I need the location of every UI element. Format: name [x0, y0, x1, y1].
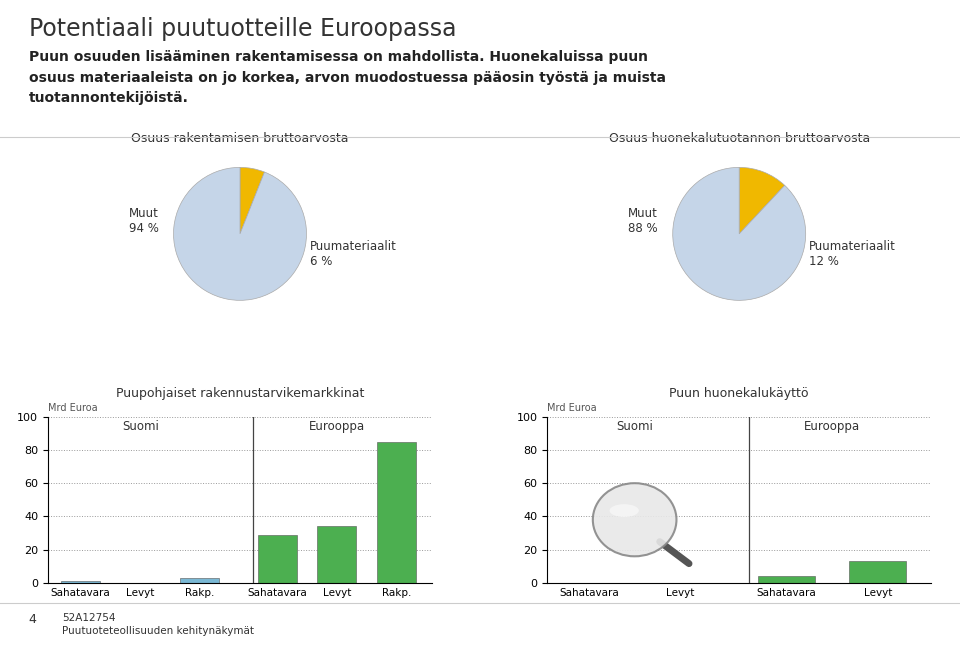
- Title: Puupohjaiset rakennustarvikemarkkinat: Puupohjaiset rakennustarvikemarkkinat: [116, 387, 364, 400]
- Text: Puun osuuden lisääminen rakentamisessa on mahdollista. Huonekaluissa puun
osuus : Puun osuuden lisääminen rakentamisessa o…: [29, 50, 666, 105]
- Bar: [61, 582, 100, 583]
- Text: Puumateriaalit
6 %: Puumateriaalit 6 %: [310, 240, 396, 268]
- Bar: [758, 576, 815, 583]
- Title: Puun huonekalukäyttö: Puun huonekalukäyttö: [669, 387, 809, 400]
- Title: Osuus rakentamisen bruttoarvosta: Osuus rakentamisen bruttoarvosta: [132, 133, 348, 145]
- Text: Puumateriaalit
12 %: Puumateriaalit 12 %: [809, 240, 896, 268]
- Wedge shape: [739, 168, 784, 234]
- Text: Mrd Euroa: Mrd Euroa: [547, 403, 597, 413]
- Ellipse shape: [610, 505, 638, 517]
- Text: 52A12754: 52A12754: [62, 613, 116, 623]
- Text: Eurooppa: Eurooppa: [309, 420, 365, 433]
- Text: Eurooppa: Eurooppa: [804, 420, 860, 433]
- Wedge shape: [174, 168, 306, 300]
- Text: 4: 4: [29, 613, 36, 626]
- Text: Suomi: Suomi: [122, 420, 158, 433]
- Title: Osuus huonekalutuotannon bruttoarvosta: Osuus huonekalutuotannon bruttoarvosta: [609, 133, 870, 145]
- Bar: [318, 527, 356, 583]
- Bar: [850, 561, 906, 583]
- Text: Muut
88 %: Muut 88 %: [628, 206, 658, 234]
- Ellipse shape: [593, 483, 677, 556]
- Bar: [258, 535, 297, 583]
- Text: Puutuoteteollisuuden kehitynäkymät: Puutuoteteollisuuden kehitynäkymät: [62, 626, 254, 636]
- Text: Potentiaali puutuotteille Euroopassa: Potentiaali puutuotteille Euroopassa: [29, 17, 456, 41]
- Wedge shape: [240, 168, 264, 234]
- Wedge shape: [673, 168, 805, 300]
- Text: Mrd Euroa: Mrd Euroa: [48, 403, 98, 413]
- Text: Suomi: Suomi: [616, 420, 653, 433]
- Bar: [377, 442, 416, 583]
- Text: Muut
94 %: Muut 94 %: [129, 206, 158, 234]
- Bar: [180, 578, 219, 583]
